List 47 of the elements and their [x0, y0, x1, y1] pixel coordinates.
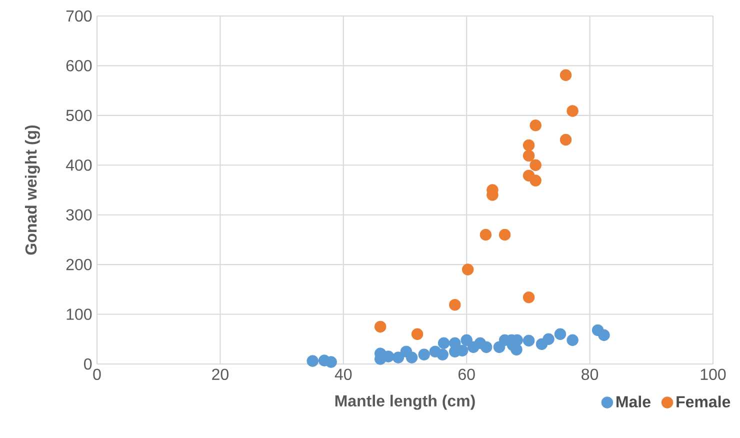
point [418, 348, 430, 360]
point [598, 329, 610, 342]
y-tick-label: 400 [66, 159, 92, 171]
x-tick-label: 80 [582, 368, 598, 380]
point [498, 228, 511, 241]
point [480, 228, 492, 241]
point [462, 264, 474, 276]
point [522, 150, 535, 162]
point [522, 139, 535, 152]
y-tick-label: 0 [84, 358, 92, 370]
legend-label: Male [616, 396, 650, 408]
point [460, 334, 472, 346]
point [522, 292, 535, 304]
point [566, 105, 578, 117]
point [530, 119, 542, 132]
point [306, 355, 318, 367]
x-tick-label: 40 [334, 368, 352, 380]
point [560, 134, 572, 146]
y-tick-label: 500 [66, 110, 92, 122]
legend-label: Female [676, 396, 730, 408]
y-tick-label: 700 [66, 10, 92, 22]
point [542, 333, 554, 345]
x-tick-label: 20 [212, 368, 228, 380]
y-tick-label: 600 [66, 60, 92, 72]
x-tick-label: 0 [93, 368, 101, 380]
point [554, 328, 566, 340]
y-axis-title: Gonad weight (g) [24, 125, 40, 255]
point [566, 334, 578, 346]
point [374, 320, 386, 333]
x-tick-label: 100 [700, 368, 726, 380]
point [406, 352, 418, 364]
x-axis-title: Mantle length (cm) [335, 394, 475, 410]
y-tick-label: 100 [66, 308, 92, 320]
point [411, 328, 424, 340]
point [449, 298, 461, 311]
point [522, 334, 535, 346]
y-tick-label: 300 [66, 209, 92, 220]
point [530, 174, 542, 186]
point [436, 348, 448, 360]
point [438, 337, 450, 349]
point [480, 341, 492, 353]
point [325, 356, 337, 368]
point [392, 352, 404, 364]
point [530, 159, 542, 172]
x-tick-label: 60 [458, 368, 475, 380]
y-tick-label: 200 [66, 258, 92, 270]
point [560, 69, 572, 82]
